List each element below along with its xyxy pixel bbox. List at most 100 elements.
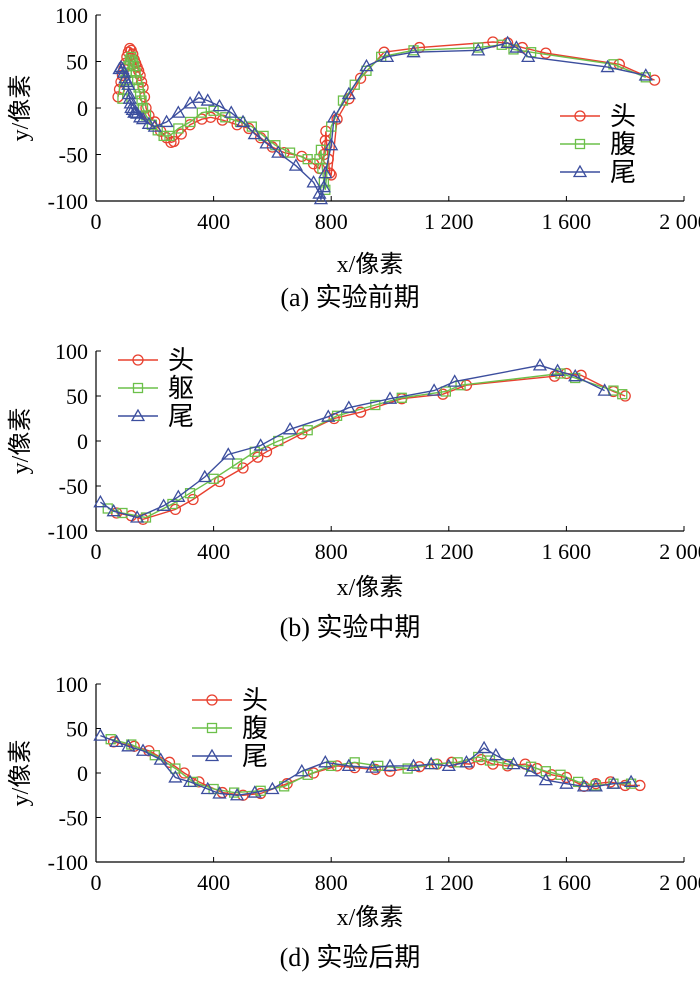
data-point [265, 781, 280, 795]
data-point [382, 391, 398, 404]
data-point [182, 774, 198, 788]
x-tick-label: 1 600 [542, 870, 592, 895]
x-tick-label: 1 600 [542, 209, 592, 234]
data-point [500, 35, 515, 49]
x-tick-label: 1 200 [424, 539, 474, 564]
data-point [134, 88, 146, 100]
chart-panel-1: 0 400 800 1 200 1 600 2 000 -100 -50 0 50 100 x/像素 y… [7, 339, 700, 642]
legend-label: 头 [168, 346, 194, 375]
data-point [365, 760, 380, 773]
series-line [110, 738, 632, 794]
chart-panel-0: 0 400 800 1 200 1 600 2 000 -100 -50 0 50 100 x/像素 y… [7, 3, 700, 312]
data-point [252, 451, 264, 463]
data-point [509, 40, 524, 53]
data-point [284, 147, 296, 158]
series-triangle [93, 728, 639, 801]
legend-entry: 头 [560, 102, 636, 131]
data-point [476, 740, 492, 754]
data-point [122, 91, 137, 104]
data-point [341, 400, 356, 413]
data-point [132, 74, 143, 86]
legend-marker [132, 354, 144, 366]
data-point [247, 785, 262, 798]
data-point [168, 770, 183, 783]
legend-marker [206, 694, 218, 706]
data-point [619, 390, 631, 402]
data-point [167, 498, 178, 510]
x-tick-label: 2 000 [659, 209, 700, 234]
data-point [560, 771, 573, 784]
y-tick-label: -100 [48, 519, 88, 544]
data-point [163, 756, 176, 768]
y-tick-label: 50 [66, 50, 88, 75]
data-point [354, 406, 367, 418]
data-point [294, 763, 309, 777]
data-point [191, 90, 207, 103]
data-point [359, 58, 374, 72]
data-point [224, 105, 239, 118]
data-point [496, 39, 507, 50]
y-tick-label: -50 [59, 474, 88, 499]
data-point [459, 755, 474, 768]
data-point [452, 757, 463, 768]
data-point [302, 769, 313, 780]
data-point [307, 767, 320, 779]
data-point [354, 72, 367, 84]
y-tick-label: -100 [48, 189, 88, 214]
data-point [484, 755, 496, 766]
data-point [523, 763, 539, 777]
y-tick-label: 0 [77, 96, 88, 121]
data-point [341, 86, 356, 100]
data-point [331, 410, 343, 421]
y-tick-label: 0 [77, 761, 88, 786]
data-point [171, 105, 186, 118]
data-point [259, 136, 274, 149]
data-point [184, 116, 196, 128]
data-point [568, 368, 583, 382]
data-point [231, 458, 243, 469]
data-point [116, 65, 132, 78]
legend-label: 躯 [168, 374, 194, 403]
data-point [169, 503, 182, 516]
data-point [159, 114, 174, 128]
data-point [135, 743, 151, 756]
data-point [373, 760, 384, 772]
data-point [382, 758, 398, 772]
data-point [369, 763, 381, 776]
y-tick-label: 0 [77, 429, 88, 454]
panel-caption: (d) 实验后期 [280, 943, 421, 972]
data-point [135, 111, 151, 125]
data-point [271, 145, 286, 158]
x-tick-label: 1 600 [542, 539, 592, 564]
data-point [121, 86, 137, 100]
data-point [130, 67, 141, 78]
x-tick-label: 0 [91, 870, 102, 895]
data-point [164, 130, 175, 142]
data-point [173, 123, 184, 134]
y-axis-label: y/像素 [7, 740, 34, 807]
data-point [440, 386, 452, 397]
data-point [253, 438, 268, 451]
data-point [437, 388, 449, 400]
legend-marker [574, 138, 586, 150]
legend-label: 尾 [610, 158, 636, 187]
y-tick-label: 100 [55, 672, 88, 697]
x-tick-label: 0 [91, 209, 102, 234]
data-point [318, 755, 333, 768]
data-point [147, 119, 162, 132]
data-point [341, 758, 356, 772]
data-point [540, 766, 551, 777]
data-point [506, 756, 521, 770]
chart-panel-2: 0 400 800 1 200 1 600 2 000 -100 -50 0 50 100 x/像素 y… [7, 672, 700, 972]
data-point [132, 109, 148, 123]
data-point [129, 61, 140, 72]
x-tick-label: 800 [315, 539, 348, 564]
data-point [550, 363, 565, 376]
data-point [126, 739, 137, 750]
data-point [282, 421, 298, 435]
legend-marker [132, 382, 144, 394]
panel-caption: (a) 实验前期 [280, 283, 419, 312]
x-tick-label: 800 [315, 209, 348, 234]
data-point [213, 475, 226, 488]
